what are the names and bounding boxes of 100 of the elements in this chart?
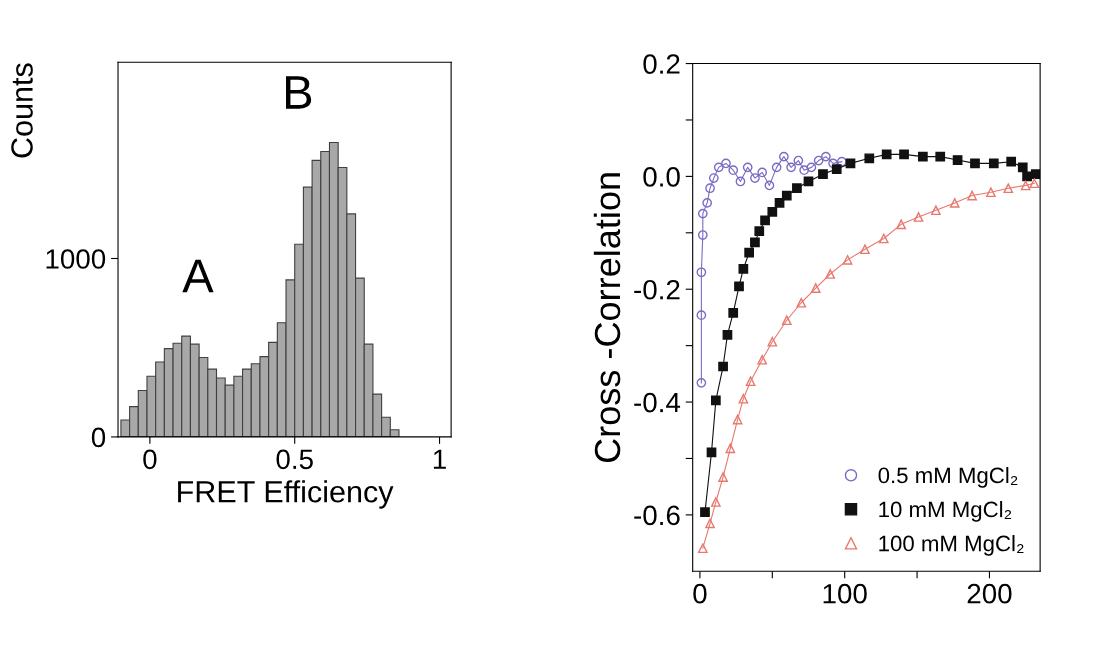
point	[760, 215, 770, 226]
point	[825, 269, 836, 279]
legend-label: 0.5 mM MgCl₂	[878, 466, 1018, 488]
point	[952, 155, 963, 165]
point	[757, 167, 768, 178]
point	[1017, 162, 1028, 173]
point	[1006, 156, 1017, 167]
x-tick-label: 0.5	[276, 449, 313, 470]
annotation: A	[182, 259, 214, 293]
point	[718, 361, 728, 372]
point	[734, 281, 744, 292]
point	[1020, 180, 1031, 191]
point	[728, 308, 739, 318]
point	[786, 162, 796, 173]
point	[750, 237, 760, 248]
point	[831, 164, 842, 174]
point	[818, 169, 828, 179]
point	[949, 198, 960, 208]
point	[713, 162, 724, 173]
point	[842, 255, 853, 265]
point	[799, 165, 810, 176]
point	[774, 198, 785, 208]
point	[754, 226, 765, 236]
point	[705, 518, 715, 529]
y-tick-label: 0.2	[643, 54, 680, 74]
point	[935, 151, 946, 162]
point	[806, 162, 817, 173]
point	[767, 336, 778, 347]
point	[864, 153, 875, 164]
point	[792, 183, 802, 194]
point	[828, 158, 838, 169]
point	[708, 173, 719, 183]
point	[931, 205, 941, 216]
point	[779, 151, 789, 162]
point	[702, 198, 713, 208]
point	[767, 207, 778, 217]
point	[718, 472, 728, 482]
x-tick-label: 200	[967, 583, 1012, 604]
legend-label: 100 mM MgCl₂	[879, 535, 1024, 556]
point	[738, 264, 749, 274]
point	[757, 354, 768, 365]
y-axis-title: Cross -Correlation	[593, 173, 621, 463]
point	[918, 151, 928, 162]
point	[860, 244, 870, 255]
point	[796, 297, 807, 308]
point	[700, 507, 710, 517]
y-axis-title: Counts	[11, 63, 33, 158]
y-tick-label: 1000	[46, 249, 106, 269]
point	[697, 208, 708, 219]
point	[697, 543, 708, 554]
point	[881, 149, 892, 160]
y-tick-label: -0.4	[634, 392, 681, 413]
point	[738, 393, 749, 404]
point	[728, 165, 739, 176]
point	[742, 162, 753, 173]
point	[705, 183, 715, 194]
point	[896, 219, 907, 230]
point	[710, 395, 721, 406]
point	[986, 187, 996, 198]
point	[696, 310, 707, 321]
point	[764, 180, 775, 191]
point	[1029, 178, 1040, 189]
point	[706, 447, 717, 458]
point	[745, 376, 756, 387]
point	[878, 233, 889, 244]
x-tick-label: 100	[823, 583, 867, 604]
annotation: B	[286, 76, 312, 109]
point	[821, 151, 831, 162]
x-axis-title: FRET Efficiency	[178, 480, 394, 509]
point	[722, 330, 733, 340]
point	[750, 173, 760, 183]
y-tick-label: -0.2	[634, 279, 680, 300]
point	[732, 414, 743, 425]
point	[781, 190, 792, 201]
point	[793, 155, 804, 166]
point	[970, 158, 980, 169]
point	[696, 267, 707, 278]
point	[744, 247, 755, 258]
x-tick-label: 0	[693, 583, 707, 604]
x-tick-label: 1	[433, 449, 446, 469]
point	[836, 156, 847, 167]
point	[813, 155, 824, 166]
point	[771, 162, 782, 173]
point	[710, 497, 721, 507]
point	[696, 378, 707, 388]
legend-label: 10 mM MgCl₂	[879, 500, 1012, 522]
point	[721, 158, 731, 169]
point	[967, 190, 977, 201]
point	[725, 443, 736, 454]
point	[899, 149, 909, 160]
point	[1003, 183, 1014, 194]
point	[988, 158, 999, 169]
point	[781, 315, 792, 326]
x-tick-label: 0	[143, 449, 157, 470]
point	[913, 212, 924, 222]
y-tick-label: -0.6	[634, 505, 680, 526]
point	[697, 230, 708, 240]
point	[1030, 169, 1041, 179]
point	[735, 176, 746, 187]
y-tick-label: 0.0	[643, 167, 680, 187]
